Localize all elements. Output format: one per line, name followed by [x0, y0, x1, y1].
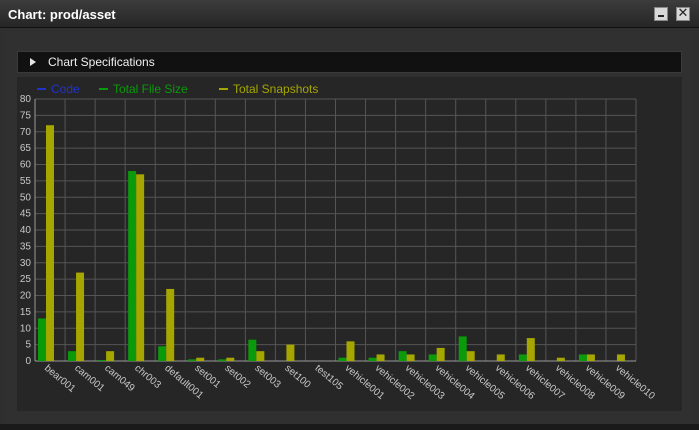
y-tick-label: 60 — [20, 160, 32, 171]
legend-item: Total Snapshots — [219, 82, 318, 96]
bar — [406, 354, 415, 361]
minimize-icon — [658, 15, 664, 17]
bar — [496, 354, 505, 361]
bar — [616, 354, 625, 361]
y-tick-label: 20 — [20, 291, 32, 302]
legend-item: Code — [37, 82, 80, 96]
x-tick-label: set002 — [222, 363, 252, 391]
bar — [436, 347, 445, 361]
bar — [166, 288, 175, 361]
bar — [368, 357, 377, 361]
y-tick-label: 10 — [20, 323, 32, 334]
y-tick-label: 45 — [20, 209, 32, 220]
x-tick-label: cam049 — [102, 363, 137, 395]
bar — [106, 351, 115, 361]
legend-label: Total File Size — [113, 82, 188, 96]
triangle-right-icon — [30, 58, 36, 66]
y-tick-label: 15 — [20, 307, 32, 318]
y-tick-label: 5 — [25, 340, 31, 351]
grid — [34, 98, 637, 362]
chart-specifications-label: Chart Specifications — [48, 55, 155, 69]
bar — [188, 359, 197, 361]
chart-area: 0 5 10 15 20 25 30 35 40 45 50 55 60 65 70 75 80 bear001 c… — [17, 77, 682, 411]
bar — [226, 357, 235, 361]
y-tick-label: 70 — [20, 127, 32, 138]
x-tick-label: cam001 — [72, 363, 107, 395]
bar — [196, 357, 205, 361]
legend-item: Total File Size — [99, 82, 188, 96]
bars — [38, 125, 625, 361]
x-tick-label: set003 — [252, 363, 282, 391]
y-tick-label: 55 — [20, 176, 32, 187]
y-tick-label: 40 — [20, 225, 32, 236]
bar — [128, 171, 137, 361]
chart-specifications-toggle[interactable]: Chart Specifications — [17, 51, 682, 73]
bar — [376, 354, 385, 361]
bar — [38, 318, 46, 361]
bar — [68, 351, 77, 361]
title-bar[interactable]: Chart: prod/asset ✕ — [0, 0, 699, 28]
bar — [338, 357, 347, 361]
x-tick-label: chr003 — [132, 363, 163, 391]
legend-label: Total Snapshots — [233, 82, 318, 96]
bar — [458, 336, 467, 361]
bar — [286, 344, 295, 361]
y-tick-label: 75 — [20, 110, 32, 121]
y-tick-label: 25 — [20, 274, 32, 285]
x-tick-label: bear001 — [42, 363, 78, 395]
bar-chart: 05101520253035404550556065707580bear001c… — [20, 82, 657, 402]
bar — [98, 360, 107, 361]
close-button[interactable]: ✕ — [676, 6, 690, 21]
axes: 05101520253035404550556065707580bear001c… — [20, 94, 657, 402]
bar — [46, 125, 54, 361]
y-tick-label: 30 — [20, 258, 32, 269]
bar — [346, 341, 355, 361]
bar — [466, 351, 475, 361]
bar — [578, 354, 587, 361]
y-tick-label: 0 — [25, 356, 31, 367]
y-tick-label: 65 — [20, 143, 32, 154]
bar — [76, 272, 85, 361]
bar — [158, 346, 167, 361]
bar — [218, 359, 227, 361]
legend: Code Total File Size Total Snapshots — [37, 82, 318, 96]
legend-label: Code — [51, 82, 80, 96]
window-title: Chart: prod/asset — [8, 7, 116, 22]
y-tick-label: 80 — [20, 94, 32, 105]
x-tick-label: test105 — [313, 363, 346, 393]
bar — [556, 357, 565, 361]
bar — [136, 174, 145, 361]
bar — [526, 338, 535, 361]
bar — [428, 354, 437, 361]
bar — [256, 351, 265, 361]
bar — [518, 354, 527, 361]
bottom-strip — [0, 424, 699, 430]
close-icon: ✕ — [677, 6, 689, 21]
minimize-button[interactable] — [654, 7, 668, 21]
bar — [398, 351, 407, 361]
y-tick-label: 35 — [20, 241, 32, 252]
bar — [586, 354, 595, 361]
x-tick-label: set100 — [282, 363, 312, 391]
y-tick-label: 50 — [20, 192, 32, 203]
bar — [248, 339, 257, 361]
